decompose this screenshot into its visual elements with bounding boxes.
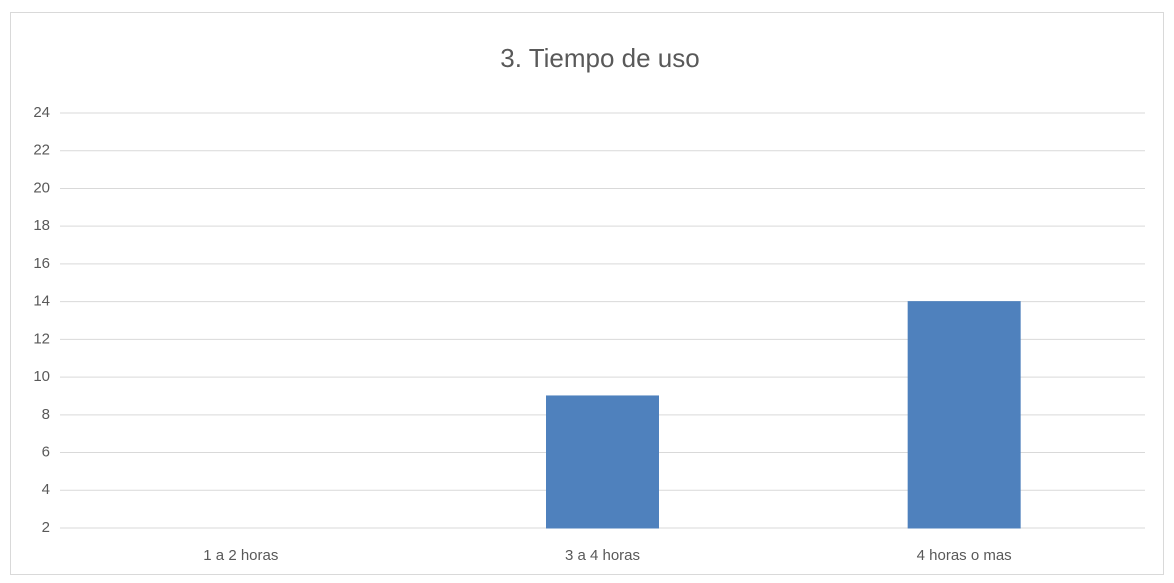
y-tick-label: 10 xyxy=(33,368,50,385)
y-tick-label: 22 xyxy=(33,142,50,159)
x-tick-label: 3 a 4 horas xyxy=(565,547,640,564)
y-tick-label: 18 xyxy=(33,217,50,234)
y-tick-label: 2 xyxy=(42,519,50,536)
bar xyxy=(546,395,659,529)
y-tick-label: 6 xyxy=(42,444,50,461)
y-tick-label: 20 xyxy=(33,179,50,196)
y-tick-label: 8 xyxy=(42,406,50,423)
y-tick-label: 4 xyxy=(42,481,50,498)
y-tick-label: 16 xyxy=(33,255,50,272)
chart-title: 3. Tiempo de uso xyxy=(500,43,699,73)
x-tick-label: 4 horas o mas xyxy=(917,547,1012,564)
y-tick-label: 12 xyxy=(33,330,50,347)
y-tick-label: 24 xyxy=(33,104,50,121)
x-tick-label: 1 a 2 horas xyxy=(203,547,278,564)
bar xyxy=(907,301,1021,529)
y-tick-label: 14 xyxy=(33,293,50,310)
